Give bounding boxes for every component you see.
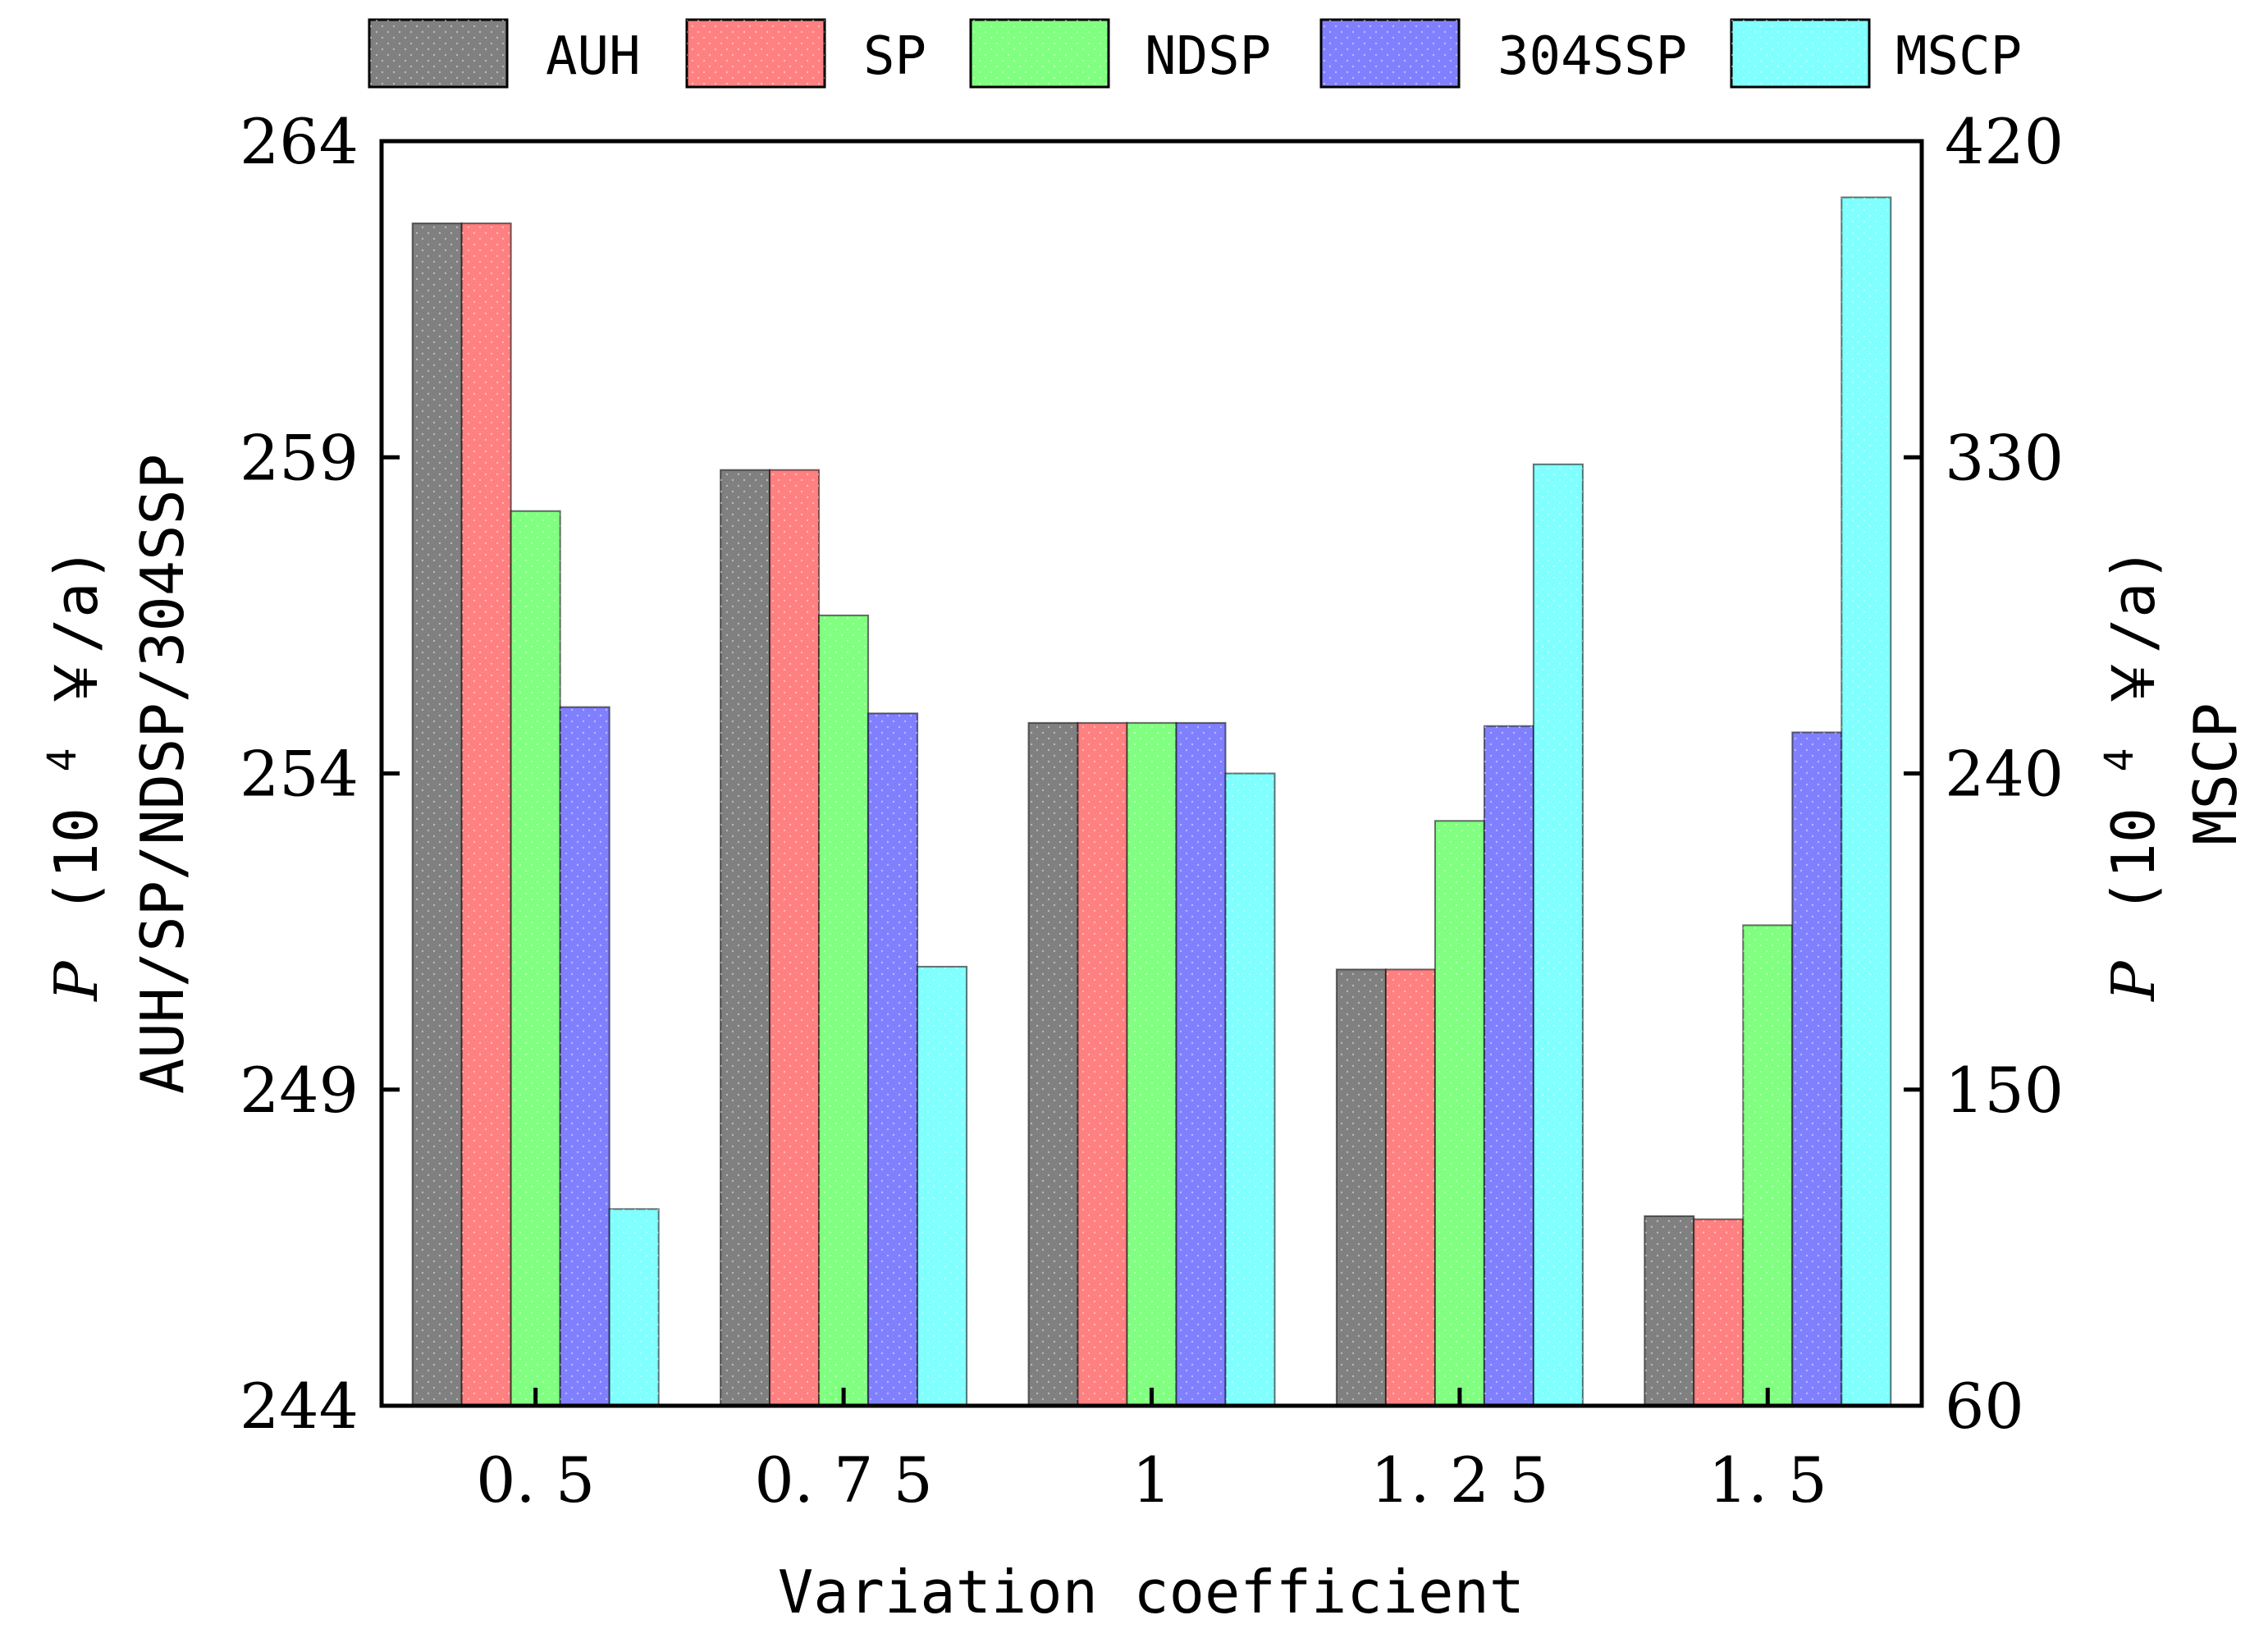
bar-304ssp-1_25-texture <box>1484 725 1534 1406</box>
x-tick-label: 0. 5 <box>476 1444 595 1517</box>
bar-304ssp-0_5-texture <box>560 707 610 1406</box>
bar-mscp-1-texture <box>1225 773 1275 1406</box>
x-tick-label: 1 <box>1132 1444 1171 1517</box>
x-axis-title: Variation coefficient <box>778 1558 1525 1627</box>
legend-label-304ssp: 304SSP <box>1498 26 1687 87</box>
y-right-tick-label: 150 <box>1945 1054 2064 1127</box>
y-left-tick-label: 249 <box>240 1054 359 1127</box>
bar-ndsp-0_75-texture <box>819 615 869 1406</box>
bar-mscp-1_5-texture <box>1841 197 1891 1406</box>
bar-ndsp-1-texture <box>1127 722 1177 1406</box>
bar-sp-0_75-texture <box>770 469 820 1407</box>
legend-label-auh: AUH <box>546 26 641 87</box>
ticks <box>382 139 1922 1408</box>
x-tick-label: 1. 2 5 <box>1370 1444 1549 1517</box>
y-right-unit-suffix: ￥/a) <box>2099 547 2168 712</box>
bar-auh-1-texture <box>1028 722 1078 1406</box>
bar-ndsp-1_5-texture <box>1743 925 1793 1406</box>
bar-ndsp-1_25-texture <box>1434 821 1484 1406</box>
legend-label-ndsp: NDSP <box>1145 26 1271 87</box>
y-right-tick-label: 240 <box>1945 738 2064 811</box>
legend: AUH SP NDSP 304SSP MSCP <box>368 18 2022 89</box>
y-right-tick-label: 60 <box>1945 1370 2024 1443</box>
bar-mscp-1_25-texture <box>1533 464 1583 1407</box>
bar-sp-1-texture <box>1077 722 1127 1406</box>
x-tick-label: 0. 7 5 <box>754 1444 933 1517</box>
y-right-unit-prefix: (10 <box>2099 808 2168 914</box>
y-right-series-label: MSCP <box>2181 702 2250 844</box>
legend-swatch-texture-auh <box>369 20 507 87</box>
y-right-tick-label: 420 <box>1945 105 2064 178</box>
y-left-unit-suffix: ￥/a) <box>42 547 111 712</box>
legend-swatch-texture-304ssp <box>1321 20 1459 87</box>
bar-auh-1_25-texture <box>1336 969 1386 1406</box>
y-left-unit-prefix: (10 <box>42 808 111 914</box>
y-right-unit-exp: 4 <box>2097 748 2142 772</box>
y-right-symbol: P <box>2099 960 2168 1003</box>
y-left-symbol: P <box>42 960 111 1003</box>
bar-sp-1_5-texture <box>1694 1219 1744 1406</box>
bar-sp-0_5-texture <box>461 223 511 1406</box>
bars <box>411 196 1892 1407</box>
y-axis-title-right: P (10 4 ￥/a) MSCP <box>2078 547 2250 1003</box>
y-left-tick-label: 259 <box>240 421 359 494</box>
y-right-tick-label: 330 <box>1945 421 2064 494</box>
bar-auh-1_5-texture <box>1644 1215 1694 1406</box>
bar-304ssp-1_5-texture <box>1792 732 1842 1406</box>
y-left-series-label: AUH/SP/NDSP/304SSP <box>128 454 197 1094</box>
legend-label-sp: SP <box>863 26 926 87</box>
bar-mscp-0_75-texture <box>917 966 967 1406</box>
y-left-unit-exp: 4 <box>39 748 85 772</box>
legend-swatch-texture-sp <box>687 20 825 87</box>
legend-swatch-texture-mscp <box>1731 20 1869 87</box>
y-axis-title-left: P (10 4 ￥/a) AUH/SP/NDSP/304SSP <box>21 454 197 1094</box>
svg-text:P (10 4 ￥/a): P (10 4 ￥/a) <box>2078 547 2168 1003</box>
legend-label-mscp: MSCP <box>1895 26 2022 87</box>
tick-labels: 244 60 249 150 254 240 259 330 264 420 0. 5 0. 7 5 1… <box>240 105 2064 1517</box>
bar-auh-0_75-texture <box>720 469 770 1407</box>
svg-text:P (10 4 ￥/a): P (10 4 ￥/a) <box>21 547 111 1003</box>
y-left-tick-label: 264 <box>240 105 359 178</box>
bar-304ssp-1-texture <box>1176 722 1226 1406</box>
bar-mscp-0_5-texture <box>609 1209 659 1406</box>
x-tick-label: 1. 5 <box>1708 1444 1827 1517</box>
y-left-tick-label: 254 <box>240 738 359 811</box>
bar-sp-1_25-texture <box>1385 969 1435 1406</box>
bar-auh-0_5-texture <box>412 223 462 1406</box>
bar-304ssp-0_75-texture <box>868 713 918 1406</box>
legend-swatch-texture-ndsp <box>971 20 1109 87</box>
y-left-tick-label: 244 <box>240 1370 359 1443</box>
bar-ndsp-0_5-texture <box>510 510 560 1407</box>
